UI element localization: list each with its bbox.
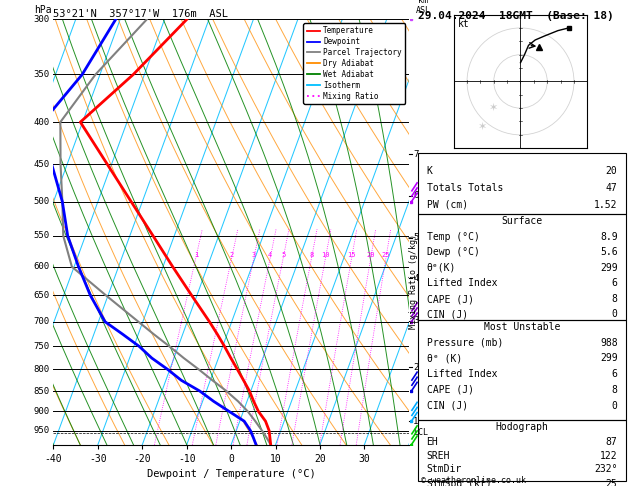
Text: CIN (J): CIN (J) [426, 310, 468, 319]
Bar [418, 420, 626, 481]
Text: 8.9: 8.9 [600, 232, 618, 242]
Text: 29.04.2024  18GMT  (Base: 18): 29.04.2024 18GMT (Base: 18) [418, 11, 614, 21]
Text: 2: 2 [413, 363, 418, 372]
Text: 2: 2 [230, 252, 234, 258]
Text: Most Unstable: Most Unstable [484, 322, 560, 332]
Text: 950: 950 [33, 426, 49, 435]
Text: LCL: LCL [413, 428, 428, 437]
Text: hPa: hPa [34, 5, 52, 15]
Text: 750: 750 [33, 342, 49, 351]
Text: θᵉ(K): θᵉ(K) [426, 263, 456, 273]
Text: 3: 3 [252, 252, 256, 258]
Text: 4: 4 [268, 252, 272, 258]
Text: 47: 47 [606, 183, 618, 192]
Text: 450: 450 [33, 159, 49, 169]
Text: StmSpd (kt): StmSpd (kt) [426, 479, 491, 486]
Text: 6: 6 [611, 278, 618, 288]
Text: km
ASL: km ASL [416, 0, 431, 15]
Text: θᵉ (K): θᵉ (K) [426, 353, 462, 364]
Text: 0: 0 [611, 400, 618, 411]
Text: 4: 4 [413, 274, 418, 283]
Text: 6: 6 [413, 191, 418, 200]
Text: PW (cm): PW (cm) [426, 200, 468, 210]
Text: 20: 20 [367, 252, 375, 258]
Text: Pressure (mb): Pressure (mb) [426, 338, 503, 347]
Text: 8: 8 [611, 294, 618, 304]
Text: 299: 299 [600, 263, 618, 273]
Text: 400: 400 [33, 118, 49, 126]
Bar [418, 153, 626, 214]
Text: 1.52: 1.52 [594, 200, 618, 210]
Text: 800: 800 [33, 365, 49, 374]
Bar [418, 214, 626, 320]
Text: 122: 122 [600, 451, 618, 461]
Text: 1: 1 [413, 417, 418, 426]
Text: 10: 10 [321, 252, 330, 258]
X-axis label: Dewpoint / Temperature (°C): Dewpoint / Temperature (°C) [147, 469, 316, 479]
Text: StmDir: StmDir [426, 464, 462, 474]
Text: 700: 700 [33, 317, 49, 326]
Text: Lifted Index: Lifted Index [426, 278, 497, 288]
Text: 5: 5 [413, 233, 418, 242]
Text: 8: 8 [611, 385, 618, 395]
Text: 1: 1 [194, 252, 198, 258]
Text: 850: 850 [33, 386, 49, 396]
Text: 7: 7 [413, 150, 418, 159]
Text: 299: 299 [600, 353, 618, 364]
Text: Surface: Surface [501, 216, 543, 226]
Text: 232°: 232° [594, 464, 618, 474]
Text: CIN (J): CIN (J) [426, 400, 468, 411]
Bar [418, 320, 626, 420]
Text: 650: 650 [33, 291, 49, 300]
Text: 15: 15 [347, 252, 356, 258]
Text: 5.6: 5.6 [600, 247, 618, 257]
Text: 87: 87 [606, 437, 618, 447]
Text: Totals Totals: Totals Totals [426, 183, 503, 192]
Text: 8: 8 [309, 252, 314, 258]
Text: 20: 20 [606, 166, 618, 176]
Text: © weatheronline.co.uk: © weatheronline.co.uk [421, 475, 526, 485]
Text: K: K [426, 166, 433, 176]
Text: 500: 500 [33, 197, 49, 206]
Text: 5: 5 [281, 252, 286, 258]
Text: kt: kt [458, 18, 469, 29]
Text: 600: 600 [33, 262, 49, 271]
Text: 3: 3 [413, 316, 418, 325]
Text: 988: 988 [600, 338, 618, 347]
Text: SREH: SREH [426, 451, 450, 461]
Text: ✶: ✶ [479, 122, 487, 132]
Text: Dewp (°C): Dewp (°C) [426, 247, 479, 257]
Text: 300: 300 [33, 15, 49, 24]
Text: 53°21'N  357°17'W  176m  ASL: 53°21'N 357°17'W 176m ASL [53, 9, 228, 18]
Text: 25: 25 [606, 479, 618, 486]
Text: 350: 350 [33, 70, 49, 79]
Text: 25: 25 [382, 252, 390, 258]
Text: Hodograph: Hodograph [496, 422, 548, 432]
Text: Temp (°C): Temp (°C) [426, 232, 479, 242]
Text: Lifted Index: Lifted Index [426, 369, 497, 379]
Text: CAPE (J): CAPE (J) [426, 294, 474, 304]
Legend: Temperature, Dewpoint, Parcel Trajectory, Dry Adiabat, Wet Adiabat, Isotherm, Mi: Temperature, Dewpoint, Parcel Trajectory… [303, 23, 405, 104]
Text: 900: 900 [33, 407, 49, 416]
Text: CAPE (J): CAPE (J) [426, 385, 474, 395]
Text: ✶: ✶ [489, 103, 498, 113]
Text: 550: 550 [33, 231, 49, 240]
Text: 0: 0 [611, 310, 618, 319]
Text: EH: EH [426, 437, 438, 447]
Text: Mixing Ratio (g/kg): Mixing Ratio (g/kg) [409, 234, 418, 330]
Text: 6: 6 [611, 369, 618, 379]
